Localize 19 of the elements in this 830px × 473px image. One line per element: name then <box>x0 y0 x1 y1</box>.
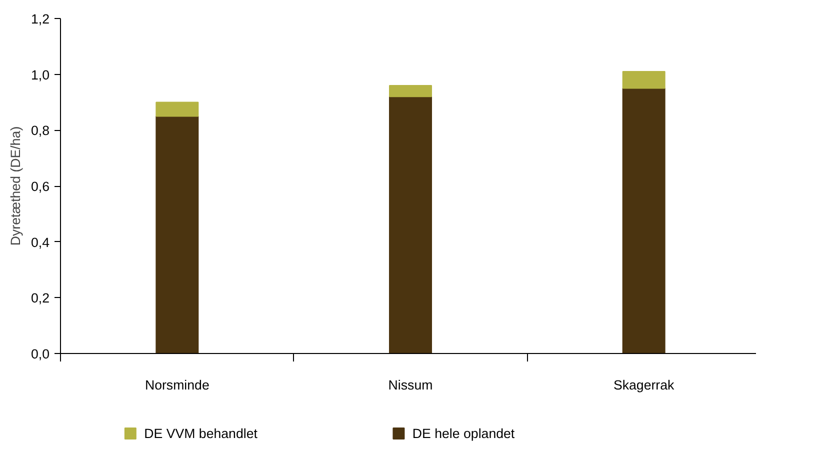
bar <box>622 71 666 89</box>
y-tick-label: 0,2 <box>30 290 50 306</box>
bar <box>389 85 432 98</box>
y-tick-label: 0,6 <box>30 179 50 194</box>
y-tick-label: 1,2 <box>30 12 50 26</box>
x-tick-label: Skagerrak <box>613 378 675 392</box>
y-tick-label: 0,8 <box>30 123 50 138</box>
bar <box>389 96 432 354</box>
bar <box>156 116 199 354</box>
legend-label: DE VVM behandlet <box>144 426 258 441</box>
y-axis-title: Dyretæthed (DE/ha) <box>8 126 23 246</box>
x-tick-label: Norsminde <box>144 378 210 392</box>
y-tick-label: 0,4 <box>30 234 50 250</box>
legend-label: DE hele oplandet <box>412 426 515 441</box>
y-tick-label: 0,0 <box>30 346 50 362</box>
y-tick-label: 1,0 <box>30 67 50 82</box>
x-tick-label: Nissum <box>388 378 433 392</box>
bar <box>622 88 666 354</box>
bar <box>156 102 199 117</box>
